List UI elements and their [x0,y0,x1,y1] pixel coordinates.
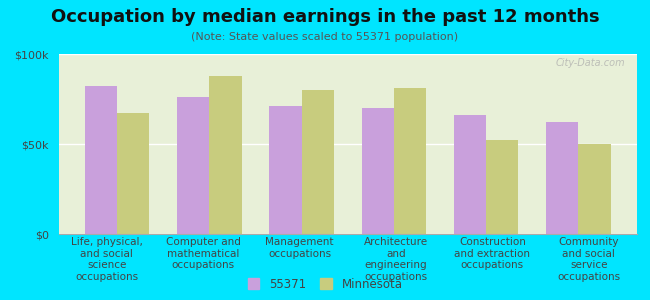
Legend: 55371, Minnesota: 55371, Minnesota [244,274,406,294]
Bar [84,86,117,234]
Text: Computer and
mathematical
occupations: Computer and mathematical occupations [166,237,240,270]
Text: Community
and social
service
occupations: Community and social service occupations [557,237,620,282]
Bar [394,88,426,234]
Bar [302,90,334,234]
Text: (Note: State values scaled to 55371 population): (Note: State values scaled to 55371 popu… [192,32,458,41]
Text: Occupation by median earnings in the past 12 months: Occupation by median earnings in the pas… [51,8,599,26]
Bar [361,108,394,234]
Bar [177,97,209,234]
Bar [209,76,242,234]
Bar [269,106,302,234]
Bar [546,122,578,234]
Bar [486,140,519,234]
Text: Construction
and extraction
occupations: Construction and extraction occupations [454,237,530,270]
Text: Management
occupations: Management occupations [265,237,334,259]
Bar [117,113,150,234]
Text: Life, physical,
and social
science
occupations: Life, physical, and social science occup… [71,237,142,282]
Bar [454,115,486,234]
Text: City-Data.com: City-Data.com [556,58,625,68]
Text: Architecture
and
engineering
occupations: Architecture and engineering occupations [364,237,428,282]
Bar [578,144,611,234]
